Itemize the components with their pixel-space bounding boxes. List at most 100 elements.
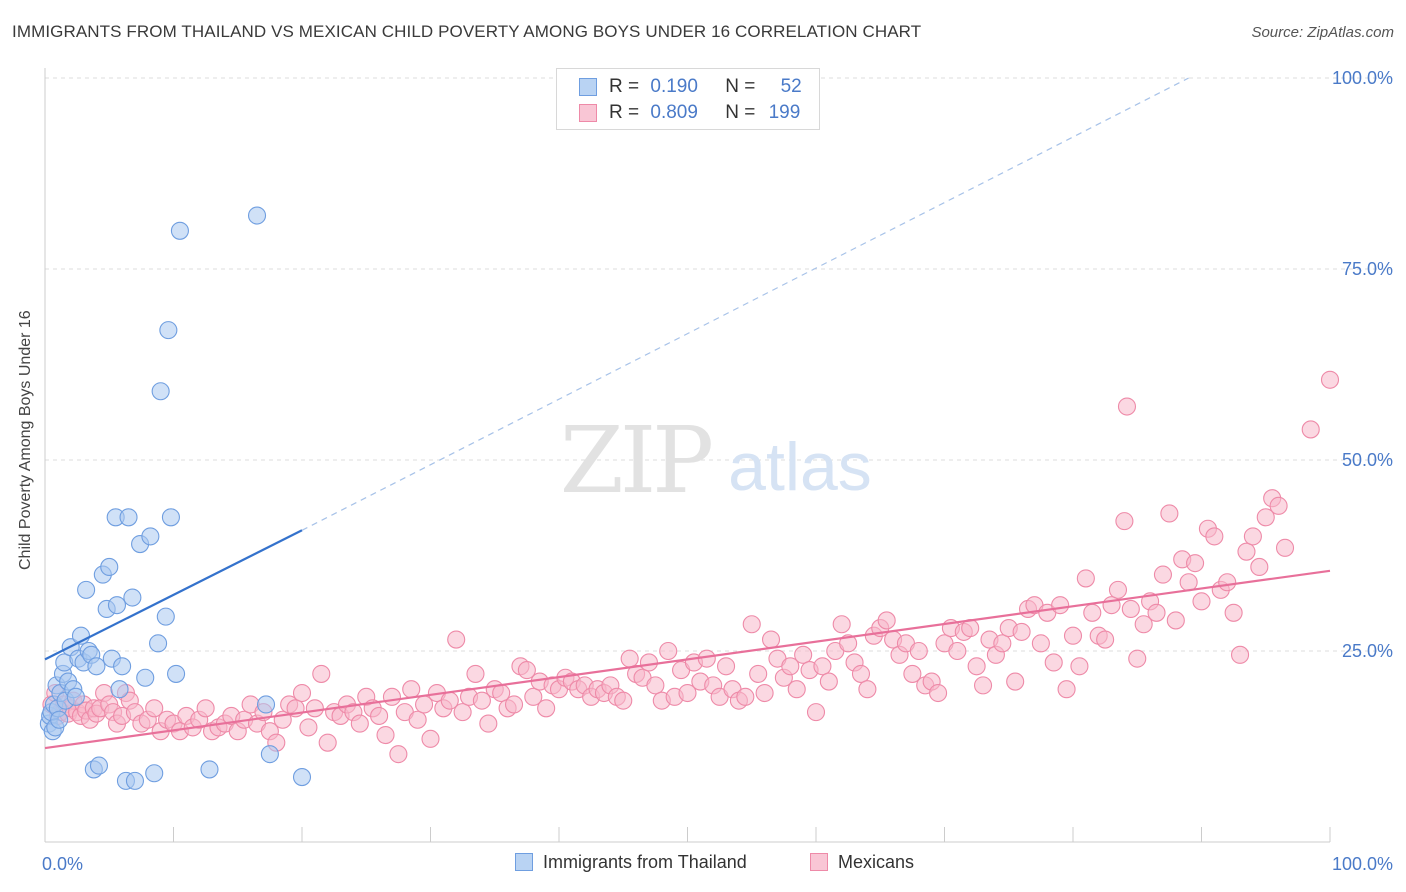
data-point-mexicans <box>659 641 678 661</box>
data-point-mexicans <box>305 699 324 718</box>
data-point-mexicans <box>1186 554 1205 573</box>
correlation-legend: R = 0.190 N = 52 R = 0.809 N = 199 <box>556 68 820 130</box>
data-point-mexicans <box>1051 596 1070 615</box>
series-thailand <box>39 206 312 790</box>
data-point-thailand <box>141 527 160 546</box>
data-point-mexicans <box>819 672 838 691</box>
data-point-mexicans <box>929 683 948 703</box>
data-point-mexicans <box>312 664 331 683</box>
data-point-thailand <box>125 771 144 790</box>
data-point-mexicans <box>1083 603 1102 622</box>
data-point-thailand <box>161 508 180 527</box>
data-point-thailand <box>145 764 164 783</box>
data-point-mexicans <box>1269 496 1288 515</box>
data-point-thailand <box>89 756 109 775</box>
data-point-mexicans <box>402 680 421 699</box>
data-point-mexicans <box>1121 599 1140 619</box>
data-point-mexicans <box>389 745 408 764</box>
legend-r-value-thailand: 0.190 <box>650 76 698 97</box>
bottom-legend-label-thailand: Immigrants from Thailand <box>543 852 747 872</box>
data-point-mexicans <box>1153 565 1172 584</box>
bottom-legend-thailand: Immigrants from Thailand <box>515 852 747 873</box>
data-point-mexicans <box>1160 504 1179 523</box>
data-point-mexicans <box>736 687 755 706</box>
data-point-mexicans <box>318 733 337 752</box>
data-point-mexicans <box>466 664 485 683</box>
bottom-legend-mexicans: Mexicans <box>810 852 914 873</box>
data-point-mexicans <box>370 706 389 725</box>
data-point-mexicans <box>755 683 774 703</box>
data-point-mexicans <box>858 680 877 699</box>
data-point-mexicans <box>1192 592 1211 611</box>
trend-lines <box>44 77 1331 750</box>
watermark: ZIP atlas <box>560 407 872 514</box>
data-point-mexicans <box>472 691 491 710</box>
data-point-thailand <box>87 657 106 676</box>
data-point-mexicans <box>1117 397 1137 416</box>
legend-swatch-mexicans <box>579 104 597 122</box>
bottom-legend-label-mexicans: Mexicans <box>838 852 915 872</box>
data-point-thailand <box>256 695 276 714</box>
legend-swatch-thailand <box>579 78 597 96</box>
data-point-thailand <box>170 221 189 240</box>
data-point-mexicans <box>1166 611 1185 630</box>
data-point-thailand <box>66 687 85 706</box>
legend-n-label: N = <box>725 102 756 123</box>
y-tick-label: 50.0% <box>1342 450 1393 470</box>
y-axis-label: Child Poverty Among Boys Under 16 <box>17 310 34 570</box>
data-point-mexicans <box>537 699 556 718</box>
data-point-mexicans <box>1250 557 1269 577</box>
watermark-zip: ZIP <box>560 407 711 514</box>
data-point-mexicans <box>447 630 466 649</box>
data-point-thailand <box>200 760 219 779</box>
data-point-mexicans <box>1256 508 1275 527</box>
data-point-mexicans <box>517 661 536 680</box>
chart-title: IMMIGRANTS FROM THAILAND VS MEXICAN CHIL… <box>12 22 922 41</box>
data-point-mexicans <box>716 657 736 676</box>
data-point-thailand <box>151 382 170 401</box>
data-point-mexicans <box>851 664 871 683</box>
data-point-mexicans <box>196 699 215 718</box>
data-point-mexicans <box>1224 603 1243 622</box>
data-point-mexicans <box>909 641 928 661</box>
data-point-thailand <box>292 768 312 787</box>
trend-line-mexicans <box>44 569 1331 750</box>
data-point-mexicans <box>903 664 922 683</box>
data-point-mexicans <box>993 634 1012 653</box>
data-point-mexicans <box>1108 580 1128 599</box>
data-point-mexicans <box>453 703 472 722</box>
data-point-thailand <box>159 321 178 340</box>
y-tick-label: 25.0% <box>1342 641 1393 661</box>
data-point-mexicans <box>1012 622 1031 641</box>
data-point-mexicans <box>376 725 395 745</box>
source-label: Source: ZipAtlas.com <box>1251 24 1394 41</box>
trend-extension-thailand <box>301 77 1189 531</box>
data-point-mexicans <box>1063 626 1083 645</box>
data-point-mexicans <box>948 641 967 661</box>
data-point-mexicans <box>1044 653 1063 672</box>
data-point-mexicans <box>794 645 813 664</box>
data-point-mexicans <box>1147 603 1166 622</box>
data-point-mexicans <box>1237 542 1256 561</box>
data-point-thailand <box>77 580 96 599</box>
data-point-thailand <box>113 657 132 676</box>
data-point-thailand <box>247 206 267 225</box>
bottom-legend-swatch-mexicans <box>810 853 828 871</box>
data-point-thailand <box>156 607 175 626</box>
data-point-mexicans <box>1243 527 1262 546</box>
data-point-mexicans <box>408 710 427 729</box>
x-tick-label: 0.0% <box>42 854 83 874</box>
trend-line-thailand <box>44 529 303 661</box>
data-point-mexicans <box>1096 630 1115 649</box>
data-point-thailand <box>123 588 142 607</box>
data-point-thailand <box>119 508 138 527</box>
data-point-mexicans <box>1218 573 1237 592</box>
data-point-mexicans <box>292 683 312 703</box>
data-point-mexicans <box>1128 649 1147 668</box>
data-point-thailand <box>110 680 129 699</box>
data-point-mexicans <box>973 676 993 695</box>
data-point-mexicans <box>1231 645 1250 664</box>
data-point-mexicans <box>1134 615 1153 634</box>
x-tick-label: 100.0% <box>1332 854 1393 874</box>
